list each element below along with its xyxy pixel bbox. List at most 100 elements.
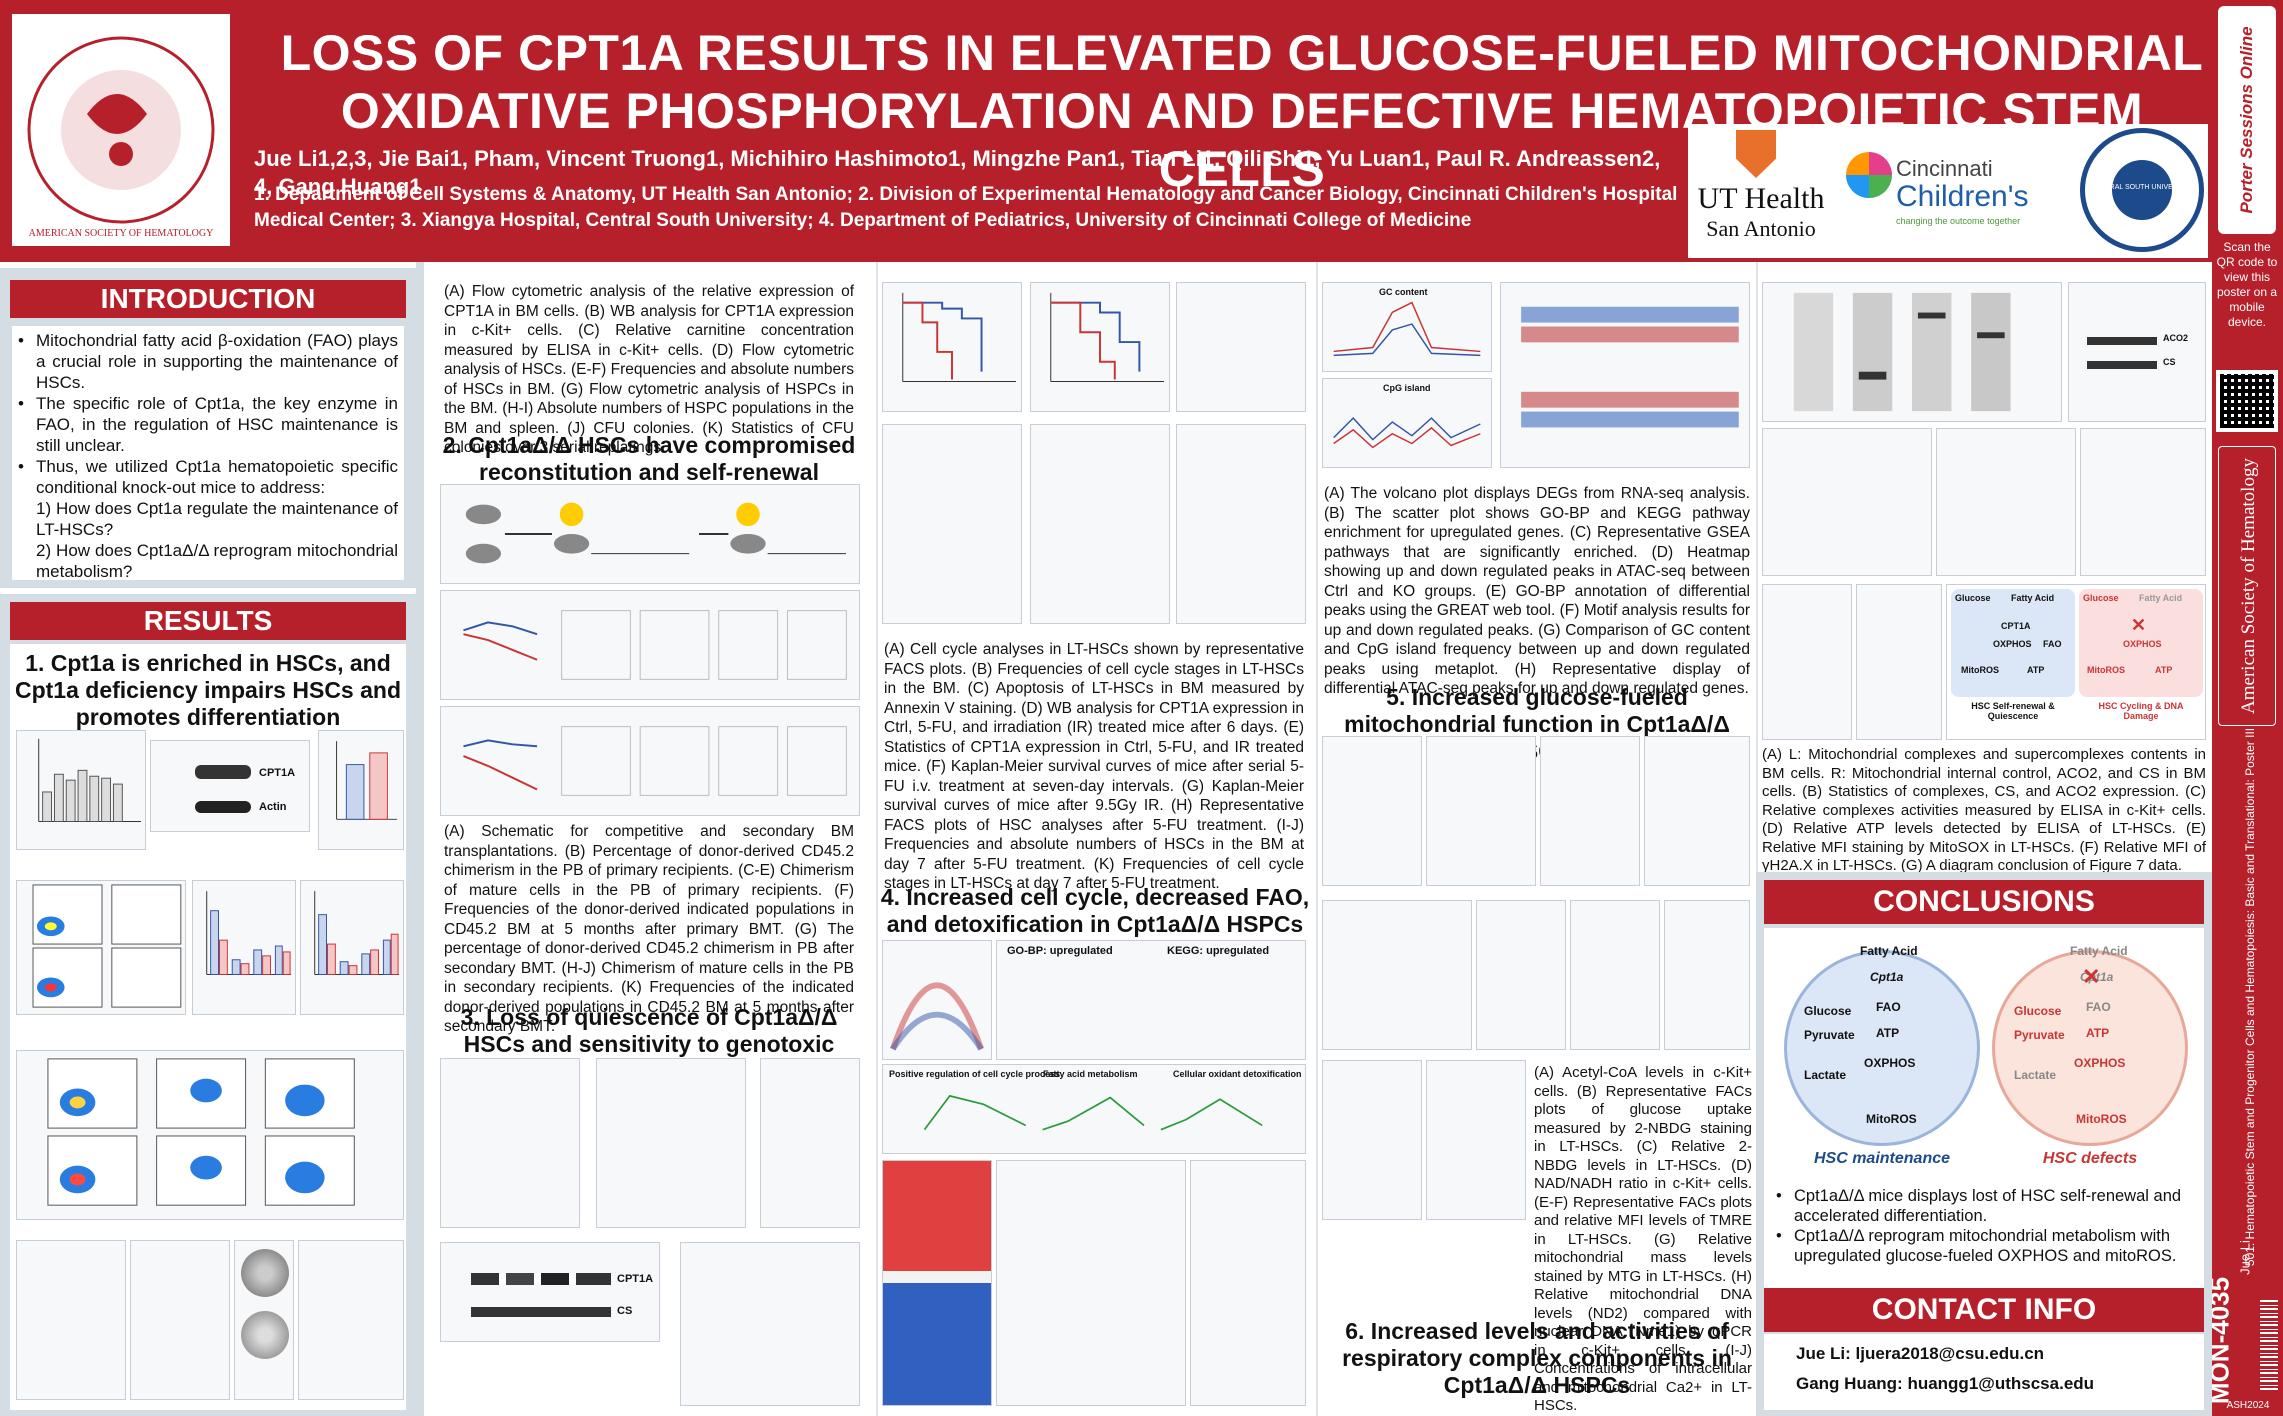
barcode: [2260, 1300, 2278, 1390]
figure-2b-to-f-lines: [440, 590, 860, 700]
wb-label-actin: Actin: [259, 801, 287, 813]
figure-1a-graphic: [38, 738, 141, 822]
wb-label-cpt1a-3d: CPT1A: [617, 1273, 654, 1285]
concl-fatty-acid-right: Fatty Acid: [2070, 944, 2128, 958]
concl-pyruvate-left: Pyruvate: [1804, 1028, 1855, 1042]
section-1-title: 1. Cpt1a is enriched in HSCs, and Cpt1a …: [14, 650, 401, 730]
section-4-title: 4. Increased cell cycle, decreased FAO, …: [880, 884, 1310, 937]
figure-6g-diagram: Glucose Fatty Acid CPT1A OXPHOS FAO Mito…: [1946, 584, 2206, 740]
contact-gang-huang[interactable]: Gang Huang: huangg1@uthscsa.edu: [1796, 1374, 2095, 1393]
cincinnati-childrens-mark-icon: [1846, 152, 1892, 198]
figure-4f-motifs: [1190, 1160, 1306, 1406]
wb-label-cs-3d: CS: [617, 1305, 633, 1317]
presenter-name: Jue Li: [2237, 1240, 2253, 1275]
intro-bullet-2: The specific role of Cpt1a, the key enzy…: [18, 393, 398, 456]
section-6-caption: (A) L: Mitochondrial complexes and super…: [1762, 746, 2206, 874]
intro-body: Mitochondrial fatty acid β-oxidation (FA…: [12, 326, 404, 581]
poster-title: LOSS OF CPT1A RESULTS IN ELEVATED GLUCOS…: [262, 24, 2222, 198]
figure-6f-bar: [1856, 584, 1942, 740]
ut-health-city: San Antonio: [1706, 216, 1816, 241]
gsea-label-1: Positive regulation of cell cycle proces…: [889, 1069, 1061, 1079]
diag-cpt1a-left: CPT1A: [2001, 621, 2031, 631]
figure-3g-graphic: [1050, 292, 1164, 382]
section-2-caption: (A) Schematic for competitive and second…: [444, 823, 854, 1035]
diag-atp-right: ATP: [2155, 665, 2173, 675]
figure-1f-graphic: [314, 891, 400, 975]
diag-oxphos-left: OXPHOS: [1993, 639, 2032, 649]
cpg-label: CpG island: [1383, 383, 1431, 393]
figure-6a-blue-native: [1762, 282, 2062, 422]
figure-4c-gsea: Positive regulation of cell cycle proces…: [882, 1064, 1306, 1154]
figure-6b-bar: [1762, 428, 1932, 576]
section-6-title: 6. Increased levels and activities of re…: [1342, 1318, 1732, 1398]
concl-atp-left: ATP: [1876, 1026, 1900, 1040]
cincinnati-childrens-line1: Cincinnati: [1896, 156, 1993, 181]
diag-mitoros-left: MitoROS: [1961, 665, 1999, 675]
concl-cpt1a-right: Cpt1a: [2080, 970, 2114, 984]
wb-band-cpt1a-3d: [471, 1273, 611, 1285]
cincinnati-childrens-line2: Children's: [1896, 180, 2029, 213]
figure-1e-bar: [192, 880, 296, 1015]
figure-3g-survival: [1030, 282, 1170, 412]
ash-logo: [12, 14, 230, 246]
figure-1a-bar: [16, 730, 146, 850]
contact-jue-li[interactable]: Jue Li: ljuera2018@csu.edu.cn: [1796, 1344, 2045, 1363]
figure-3e-bar: [680, 1242, 860, 1406]
qr-code[interactable]: [2216, 370, 2278, 432]
figure-1c-bar: [318, 730, 404, 850]
figure-1g-graphic: [47, 1058, 355, 1206]
cfu-plate-2: [241, 1311, 289, 1359]
kegg-label: KEGG: upregulated: [1167, 945, 1270, 957]
gsea-label-2: Fatty acid metabolism: [1043, 1069, 1138, 1079]
figure-3d-western-blot: CPT1A CS: [440, 1242, 660, 1342]
contact-heading: CONTACT INFO: [1764, 1288, 2204, 1332]
figure-4c-graphic: [923, 1094, 1263, 1131]
go-bp-label: GO-BP: upregulated: [1007, 945, 1113, 957]
figure-4g-cpg-island: CpG island: [1322, 378, 1492, 468]
concl-fao-left: FAO: [1876, 1000, 1901, 1014]
qr-instructions: Scan the QR code to view this poster on …: [2216, 240, 2278, 329]
intro-bullet-1: Mitochondrial fatty acid β-oxidation (FA…: [18, 330, 398, 393]
porter-logo: Porter Sessions Online: [2218, 6, 2276, 234]
diag-cross-icon: ✕: [2131, 615, 2147, 635]
figure-4g-gc-content: GC content: [1322, 282, 1492, 372]
figure-5d-bar: [1644, 736, 1750, 886]
figure-6a-graphic: [1793, 292, 2011, 412]
intro-bullet-3: Thus, we utilized Cpt1a hematopoietic sp…: [18, 456, 398, 498]
concl-glucose-right: Glucose: [2014, 1004, 2062, 1018]
figure-3j-bar: [1030, 424, 1170, 624]
contact-panel: [1764, 1334, 2204, 1410]
ut-health-name: UT Health: [1697, 182, 1825, 215]
figure-5e-facs: [1322, 900, 1472, 1050]
figure-3f-survival: [882, 282, 1022, 412]
intro-question-1: 1) How does Cpt1a regulate the maintenan…: [36, 499, 398, 539]
figure-5h-bar: [1664, 900, 1750, 1050]
figure-1b-western-blot: CPT1A Actin: [150, 740, 310, 832]
ash-logo-graphic: [27, 36, 215, 224]
figure-3b-bar: [596, 1058, 746, 1228]
ash-year: ASH2024: [2226, 1400, 2270, 1411]
figure-1h-bar: [16, 1240, 126, 1400]
csu-emblem-icon: [2112, 160, 2172, 220]
figure-6d-bar: [2080, 428, 2206, 576]
diag-fao-left: FAO: [2043, 639, 2062, 649]
figure-4g-cpg-graphic: [1333, 417, 1481, 449]
figure-6c-bar: [1936, 428, 2076, 576]
concl-atp-right: ATP: [2086, 1026, 2110, 1040]
conclusion-bullet-2: Cpt1aΔ/Δ reprogram mitochondrial metabol…: [1776, 1226, 2196, 1266]
intro-bullets: Mitochondrial fatty acid β-oxidation (FA…: [18, 330, 398, 498]
concl-lactate-left: Lactate: [1804, 1068, 1847, 1082]
concl-defect-cell: [1992, 950, 2188, 1146]
figure-1j-cfu-plates: [234, 1240, 294, 1400]
figure-1d-facs: [16, 880, 186, 1015]
label-aco2: ACO2: [2163, 333, 2189, 343]
section-4-caption: (A) The volcano plot displays DEGs from …: [1324, 485, 1750, 697]
section-1-caption: (A) Flow cytometric analysis of the rela…: [444, 283, 854, 456]
diag-fatty-acid-left: Fatty Acid: [2011, 593, 2055, 603]
title-line-1: LOSS OF CPT1A RESULTS IN ELEVATED GLUCOS…: [280, 25, 2204, 81]
cincinnati-childrens-tagline: changing the outcome together: [1896, 216, 2021, 226]
wb-label-cpt1a: CPT1A: [259, 767, 296, 779]
concl-cpt1a-left: Cpt1a: [1870, 970, 1904, 984]
diag-hsc-renew: HSC Self-renewal & Quiescence: [1971, 701, 2055, 721]
wb-band-actin: [195, 801, 251, 813]
